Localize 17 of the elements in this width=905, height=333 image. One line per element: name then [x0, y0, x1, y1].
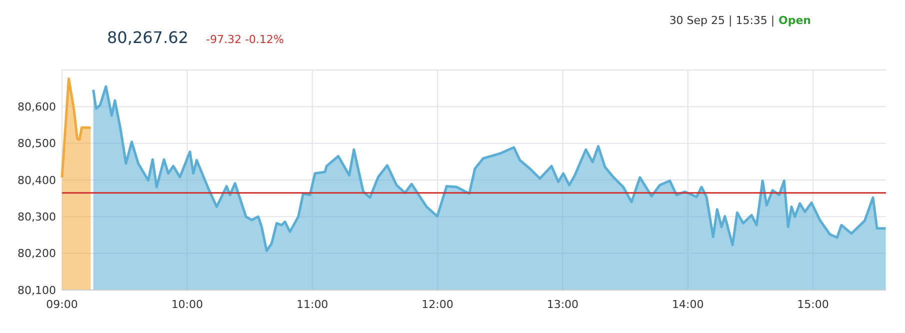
chart-title: 80,267.62 — [107, 28, 188, 47]
text: Open — [774, 14, 811, 27]
x-tick-label: 13:00 — [546, 298, 579, 311]
y-tick-label: 80,300 — [18, 210, 56, 224]
x-tick-label: 15:00 — [797, 298, 829, 311]
x-tick-label: 09:00 — [46, 298, 78, 311]
y-tick-label: 80,600 — [18, 100, 56, 114]
y-tick-label: 80,400 — [18, 174, 56, 187]
text: 30 Sep 25 | 15:35 | — [669, 14, 775, 27]
y-tick-label: 80,500 — [18, 137, 56, 150]
y-tick-label: 80,100 — [18, 284, 56, 297]
y-tick-label: 80,200 — [18, 247, 56, 260]
x-tick-label: 12:00 — [422, 298, 454, 311]
x-tick-label: 14:00 — [672, 298, 704, 311]
x-tick-label: 10:00 — [171, 298, 204, 311]
chart-subtitle: -97.32 -0.12% — [206, 33, 284, 46]
x-tick-label: 11:00 — [296, 298, 328, 311]
